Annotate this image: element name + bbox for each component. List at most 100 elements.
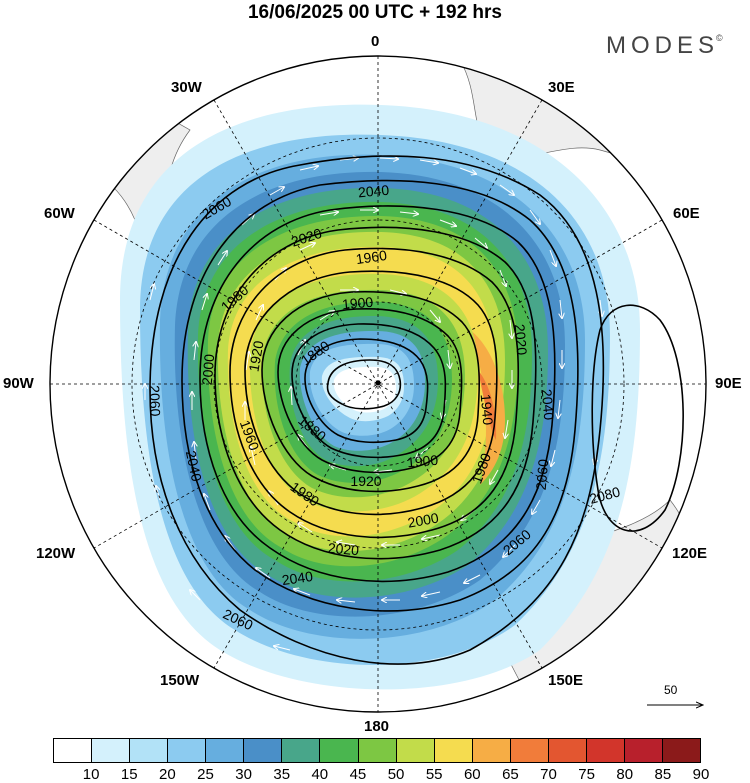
wind-arrow (194, 342, 196, 361)
wind-arrow (422, 534, 441, 539)
wind-arrow (337, 600, 356, 602)
lon-label-0: 0 (371, 33, 380, 50)
wind-arrow (194, 442, 196, 461)
wind-arrow (201, 294, 207, 311)
wind-arrow (256, 568, 271, 579)
colorbar-swatch (282, 739, 321, 762)
wind-arrow (246, 352, 249, 371)
lon-label-150e: 150E (548, 672, 584, 689)
wind-arrow (251, 447, 256, 466)
contour-1940 (261, 290, 480, 493)
wind-arrow (149, 284, 154, 301)
wind-arrow (379, 158, 398, 159)
contour-2020 (199, 205, 556, 583)
colorbar-tick-label: 65 (502, 766, 519, 783)
colorbar-swatch (434, 739, 473, 762)
wind-arrow (560, 299, 562, 318)
wind-arrow (299, 166, 318, 171)
colorbar-tick-label: 30 (235, 766, 252, 783)
wind-arrow (422, 591, 441, 596)
contour-label: 1960 (355, 247, 388, 267)
colorbar-tick-label: 70 (540, 766, 557, 783)
colorbar-tick-label: 25 (197, 766, 214, 783)
contour-label: 2000 (199, 353, 218, 386)
colorbar-tick-label: 50 (387, 766, 405, 783)
contour-label: 2040 (183, 449, 205, 483)
wind-vectors (145, 158, 602, 651)
wind-arrow (490, 469, 499, 484)
colorbar-swatch (510, 739, 549, 762)
wind-arrow (298, 435, 309, 449)
lon-label-90e: 90E (715, 375, 742, 392)
contour-2000 (214, 226, 537, 560)
wind-arrow (225, 536, 236, 551)
colorbar-swatch (396, 739, 435, 762)
colorbar-tick-label: 90 (692, 766, 710, 783)
colorbar-tick-label: 20 (159, 766, 176, 783)
colorbar-swatch (130, 739, 169, 762)
contour-label: 1920 (245, 339, 266, 373)
colorbar-swatch (244, 739, 283, 762)
contour-label: 2080 (588, 483, 622, 507)
contour-label: 2020 (512, 323, 531, 356)
contour-1960 (244, 270, 498, 516)
wind-arrow (319, 212, 338, 215)
wind-arrow (269, 187, 284, 196)
wind-arrow (190, 590, 201, 601)
lon-label-150w: 150W (160, 672, 200, 689)
wind-arrow (274, 646, 291, 651)
wind-arrow (399, 212, 418, 214)
lon-label-30w: 30W (171, 79, 202, 96)
wind-arrow (291, 387, 292, 406)
wind-arrow (217, 251, 227, 266)
wind-arrow (156, 486, 161, 501)
contour-label: 1900 (406, 452, 439, 471)
colorbar-swatch (586, 739, 625, 762)
lon-label-120e: 120E (672, 545, 708, 562)
colorbar-tick-label: 45 (349, 766, 367, 783)
lon-label-60e: 60E (673, 205, 700, 222)
wind-arrow (549, 249, 556, 266)
wind-arrow (416, 447, 429, 458)
brand-name: MODES (606, 32, 720, 59)
colorbar-swatch (320, 739, 359, 762)
wind-arrow (299, 243, 315, 251)
wind-arrow (294, 589, 311, 596)
wind-arrow (255, 305, 263, 321)
colorbar-swatch (168, 739, 207, 762)
wind-arrow (510, 319, 512, 338)
wind-arrow (505, 419, 508, 438)
contour-2060-outer (149, 155, 605, 665)
colorbar-swatch (92, 739, 131, 762)
colorbar-tick-label: 35 (273, 766, 291, 783)
contour-2040 (181, 179, 579, 612)
colorbar-swatch (624, 739, 663, 762)
lon-label-180: 180 (364, 718, 390, 735)
wind-arrow (419, 160, 438, 163)
wind-arrow (529, 209, 540, 224)
map-border (49, 55, 707, 713)
contour-label: 1900 (341, 294, 374, 313)
wind-arrow (551, 449, 556, 466)
wind-arrow (448, 349, 450, 368)
map-title: 16/06/2025 00 UTC + 192 hrs (247, 2, 503, 23)
wind-arrow (532, 499, 541, 514)
contour-label: 1940 (478, 393, 497, 426)
height-contours (149, 155, 684, 665)
wind-arrow (474, 237, 487, 248)
contour-label: 2000 (406, 509, 440, 530)
colorbar (53, 738, 701, 763)
wind-arrow (389, 289, 406, 294)
wind-band-center (333, 366, 396, 413)
contour-1900 (291, 323, 447, 459)
contour-2080-eastern (591, 304, 684, 532)
colorbar-tick-label: 80 (616, 766, 634, 783)
contour-1880 (304, 338, 429, 444)
colorbar-tick-label: 60 (463, 766, 481, 783)
wind-arrow (464, 574, 481, 583)
colorbar-tick-label: 10 (82, 766, 100, 783)
colorbar-swatch (54, 739, 93, 762)
wind-arrow (298, 523, 313, 533)
copyright-mark: © (716, 33, 723, 43)
wind-arrow (429, 309, 440, 322)
